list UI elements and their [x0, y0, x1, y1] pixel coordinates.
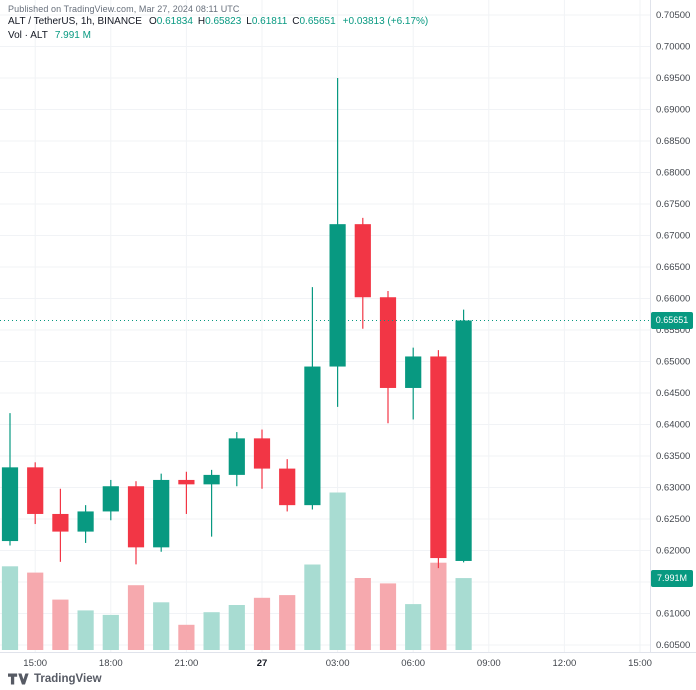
svg-text:0.69500: 0.69500: [656, 73, 690, 84]
current-volume-badge: 7.991M: [651, 569, 693, 587]
svg-text:0.67500: 0.67500: [656, 199, 690, 210]
svg-text:0.70500: 0.70500: [656, 10, 690, 21]
legend-symbol-row: ALT / TetherUS, 1h, BINANCE O0.61834 H0.…: [8, 15, 428, 29]
ohlc-low-value: 0.61811: [251, 16, 288, 27]
svg-text:0.63500: 0.63500: [656, 451, 690, 462]
ohlc-group: O0.61834 H0.65823 L0.61811 C0.65651: [149, 15, 336, 29]
svg-text:0.63000: 0.63000: [656, 483, 690, 494]
svg-text:0.66000: 0.66000: [656, 294, 690, 305]
svg-text:15:00: 15:00: [628, 658, 652, 669]
ohlc-high-label: H: [197, 16, 206, 27]
ohlc-low: L0.61811: [246, 15, 287, 29]
svg-text:0.62000: 0.62000: [656, 546, 690, 557]
volume-label: Vol · ALT: [8, 30, 48, 41]
price-change: +0.03813 (+6.17%): [342, 16, 429, 27]
svg-text:0.64000: 0.64000: [656, 420, 690, 431]
ohlc-high-value: 0.65823: [205, 16, 242, 27]
svg-text:0.65500: 0.65500: [656, 325, 690, 336]
svg-text:0.70000: 0.70000: [656, 42, 690, 53]
svg-text:27: 27: [257, 658, 268, 669]
chart-legend: ALT / TetherUS, 1h, BINANCE O0.61834 H0.…: [8, 15, 428, 43]
svg-text:12:00: 12:00: [553, 658, 577, 669]
ohlc-open: O0.61834: [149, 15, 193, 29]
ohlc-close: C0.65651: [292, 15, 335, 29]
last-price-badge: 0.65651: [651, 311, 693, 329]
tradingview-logo-text: TradingView: [34, 673, 102, 685]
symbol-title: ALT / TetherUS, 1h, BINANCE: [8, 16, 142, 27]
svg-text:0.62500: 0.62500: [656, 514, 690, 525]
svg-text:21:00: 21:00: [175, 658, 199, 669]
tradingview-logo[interactable]: TradingView: [8, 673, 102, 685]
published-caption: Published on TradingView.com, Mar 27, 20…: [8, 4, 240, 14]
svg-text:0.65000: 0.65000: [656, 357, 690, 368]
svg-text:0.67000: 0.67000: [656, 231, 690, 242]
svg-text:09:00: 09:00: [477, 658, 501, 669]
svg-text:06:00: 06:00: [401, 658, 425, 669]
ohlc-close-label: C: [292, 16, 300, 27]
svg-text:18:00: 18:00: [99, 658, 123, 669]
ohlc-low-label: L: [246, 16, 252, 27]
ohlc-close-value: 0.65651: [299, 16, 336, 27]
svg-text:0.66500: 0.66500: [656, 262, 690, 273]
ohlc-open-label: O: [148, 16, 157, 27]
ohlc-high: H0.65823: [198, 15, 241, 29]
tradingview-logo-icon: [8, 673, 29, 685]
svg-text:03:00: 03:00: [326, 658, 350, 669]
svg-text:15:00: 15:00: [23, 658, 47, 669]
svg-text:0.69000: 0.69000: [656, 105, 690, 116]
ohlc-open-value: 0.61834: [156, 16, 193, 27]
svg-text:0.60500: 0.60500: [656, 640, 690, 651]
svg-text:0.68500: 0.68500: [656, 136, 690, 147]
svg-text:0.61000: 0.61000: [656, 609, 690, 620]
legend-volume-row: Vol · ALT 7.991 M: [8, 29, 428, 43]
svg-text:0.68000: 0.68000: [656, 168, 690, 179]
volume-value: 7.991 M: [54, 30, 91, 41]
svg-text:0.64500: 0.64500: [656, 388, 690, 399]
